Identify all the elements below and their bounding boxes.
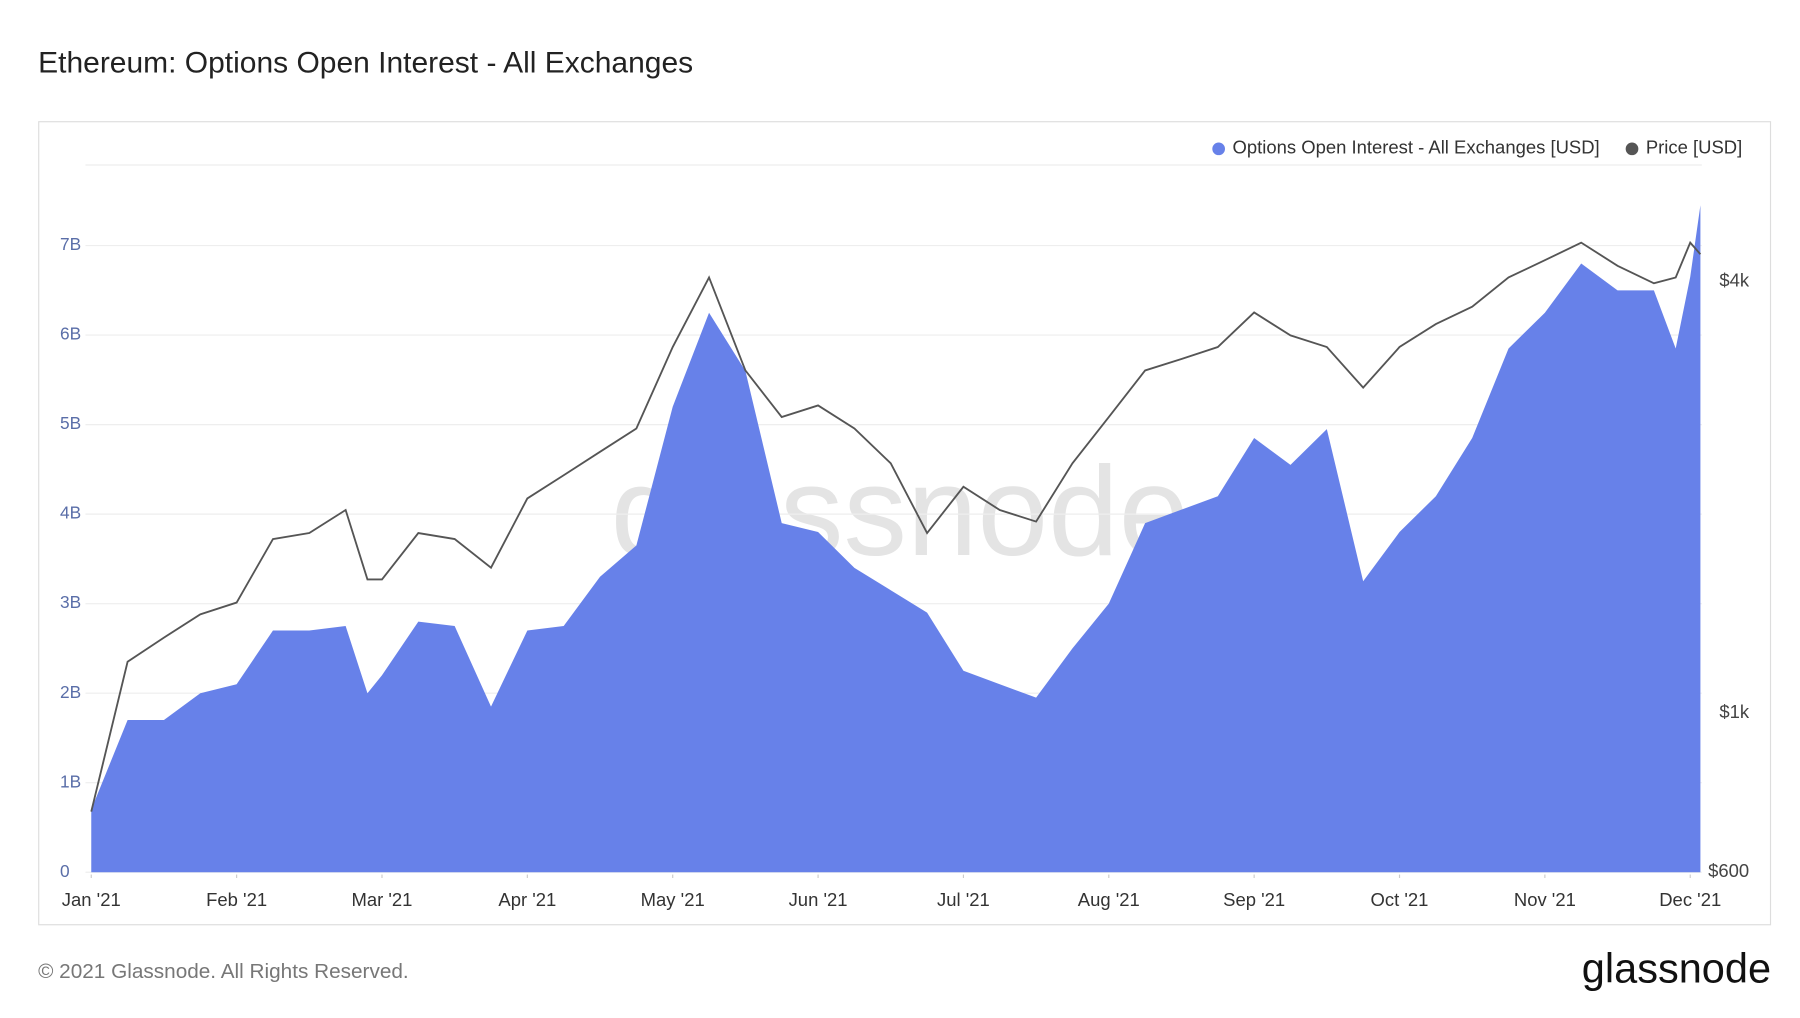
- legend-label: Options Open Interest - All Exchanges [U…: [1232, 137, 1599, 158]
- y2-tick-label: $1k: [1719, 701, 1750, 722]
- logo: glassnode: [1582, 944, 1771, 991]
- y-tick-label: 4B: [60, 503, 81, 523]
- y-tick-label: 0: [60, 861, 70, 881]
- y-tick-label: 7B: [60, 234, 81, 254]
- y-tick-label: 3B: [60, 592, 81, 612]
- x-tick-label: Dec '21: [1659, 889, 1721, 910]
- x-tick-label: Mar '21: [351, 889, 412, 910]
- x-tick-label: Jan '21: [62, 889, 121, 910]
- x-tick-label: May '21: [641, 889, 705, 910]
- y-tick-label: 6B: [60, 324, 81, 344]
- x-tick-label: Jun '21: [789, 889, 848, 910]
- y-tick-label: 1B: [60, 771, 81, 791]
- chart-title: Ethereum: Options Open Interest - All Ex…: [38, 47, 693, 80]
- y2-tick-label: $4k: [1719, 270, 1750, 291]
- x-tick-label: Jul '21: [937, 889, 990, 910]
- x-tick-label: Oct '21: [1371, 889, 1429, 910]
- chart-frame: [38, 121, 1772, 926]
- y2-tick-label: $600: [1708, 860, 1749, 881]
- x-tick-label: Sep '21: [1223, 889, 1285, 910]
- footer: © 2021 Glassnode. All Rights Reserved.: [38, 960, 409, 983]
- x-tick-label: Apr '21: [498, 889, 556, 910]
- legend-marker: [1212, 142, 1226, 156]
- y-tick-label: 2B: [60, 682, 81, 702]
- x-tick-label: Feb '21: [206, 889, 267, 910]
- area: [91, 205, 1701, 873]
- legend-label: Price [USD]: [1646, 137, 1742, 158]
- x-tick-label: Aug '21: [1078, 889, 1140, 910]
- price-line: [90, 240, 1702, 812]
- y-tick-label: 5B: [60, 413, 81, 433]
- x-tick-label: Nov '21: [1514, 889, 1576, 910]
- legend-marker: [1625, 142, 1639, 156]
